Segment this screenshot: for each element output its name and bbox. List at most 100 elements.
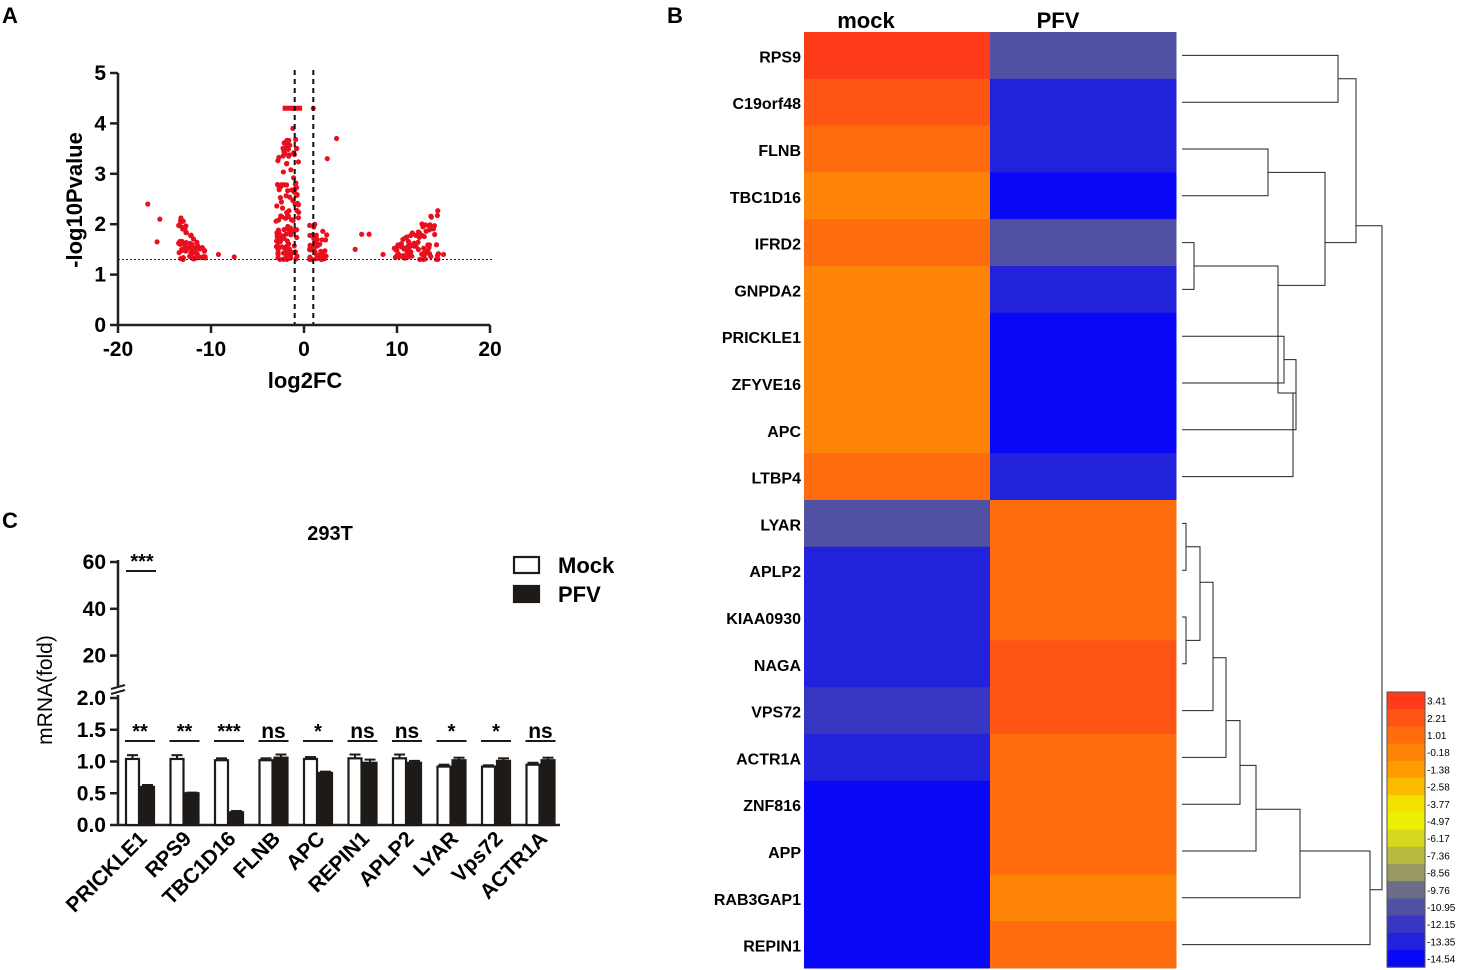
bar-y-tick-label: 0.0 xyxy=(77,814,106,837)
heatmap-row-label: C19orf48 xyxy=(733,96,802,113)
dendrogram-branch xyxy=(1182,359,1297,431)
legend-swatch-pfv xyxy=(512,584,541,604)
bar-pfv xyxy=(317,771,334,827)
bar-mock xyxy=(436,765,452,827)
volcano-point xyxy=(399,244,405,250)
volcano-point xyxy=(189,245,195,251)
volcano-point xyxy=(434,212,440,219)
heatmap-row-label: ZFYVE16 xyxy=(732,377,801,394)
volcano-point xyxy=(366,231,372,237)
volcano-point xyxy=(435,208,441,214)
dendrogram-branch xyxy=(1182,522,1187,571)
dendrogram-branch xyxy=(1182,581,1214,712)
volcano-point xyxy=(215,251,222,258)
heatmap-row-label: IFRD2 xyxy=(755,237,801,254)
heatmap-cell xyxy=(990,32,1177,80)
heatmap-cell xyxy=(804,827,991,875)
volcano-point xyxy=(195,244,201,250)
volcano-point xyxy=(415,239,421,245)
volcano-point xyxy=(274,243,281,249)
volcano-point xyxy=(279,244,285,250)
legend-color-swatch xyxy=(1387,881,1425,899)
dendrogram-branch xyxy=(1325,78,1357,244)
heatmap-row-label: PRICKLE1 xyxy=(722,330,801,347)
volcano-axes: 0 1 2 3 4 5 -20 -10 0 10 20 xyxy=(94,62,501,361)
volcano-x-axis-label: log2FC xyxy=(268,368,343,393)
volcano-point xyxy=(324,232,330,238)
volcano-x-tick-label: -10 xyxy=(196,338,226,361)
volcano-point xyxy=(231,254,237,260)
heatmap-cell xyxy=(804,266,991,314)
legend-value-label: -8.56 xyxy=(1427,869,1450,880)
volcano-point xyxy=(197,254,204,261)
heatmap-cell xyxy=(804,734,991,782)
volcano-point xyxy=(283,245,289,251)
heatmap-cell xyxy=(804,453,991,501)
bar-category-label: PRICKLE1 xyxy=(62,827,152,917)
legend-color-swatch xyxy=(1387,726,1425,744)
volcano-point xyxy=(288,232,294,238)
volcano-point xyxy=(176,222,182,229)
volcano-point xyxy=(287,251,293,257)
heatmap-cell xyxy=(990,266,1177,314)
volcano-point xyxy=(280,145,286,151)
bar-mock xyxy=(258,759,274,827)
legend-value-label: -12.15 xyxy=(1427,920,1456,931)
bar-mock xyxy=(391,757,408,827)
volcano-point xyxy=(428,214,435,220)
heatmap-cell xyxy=(990,593,1177,641)
bar-y-tick-label: 2.0 xyxy=(77,687,106,710)
dendrogram-branch xyxy=(1356,225,1383,891)
heatmap-cell xyxy=(804,219,991,267)
heatmap-row-label: RAB3GAP1 xyxy=(714,892,801,909)
bar-y-tick-label: 20 xyxy=(83,645,106,668)
volcano-point xyxy=(380,251,386,258)
volcano-point xyxy=(278,184,284,190)
heatmap-row-label: LYAR xyxy=(760,517,801,534)
volcano-point xyxy=(295,215,302,221)
heatmap-row-label: APC xyxy=(767,424,801,441)
legend-value-label: 3.41 xyxy=(1427,697,1447,708)
dendrogram-branch xyxy=(1182,657,1227,758)
volcano-point xyxy=(177,241,183,247)
heatmap-cell xyxy=(990,780,1177,829)
volcano-x-tick-label: 0 xyxy=(298,338,310,361)
volcano-points xyxy=(145,105,447,263)
volcano-point xyxy=(307,256,313,262)
dendrogram-branch xyxy=(1182,808,1301,899)
volcano-point xyxy=(428,253,434,260)
panel-b-heatmap: B RPS9 C19orf48 FLNB TBC1D16 IFRD2 GNPDA2 PRIC… xyxy=(667,3,1456,969)
bar-mock xyxy=(480,765,497,827)
volcano-point xyxy=(394,244,400,251)
volcano-point xyxy=(154,239,160,245)
volcano-point xyxy=(288,167,294,173)
volcano-point xyxy=(284,214,290,221)
volcano-point xyxy=(307,242,313,248)
volcano-point xyxy=(287,142,293,148)
volcano-point xyxy=(277,195,283,201)
volcano-point xyxy=(397,253,403,259)
legend-value-label: -10.95 xyxy=(1427,903,1456,914)
heatmap-cell xyxy=(804,359,991,407)
volcano-y-axis-label: -log10Pvalue xyxy=(62,132,87,268)
volcano-point xyxy=(293,146,300,152)
heatmap-cell xyxy=(804,32,991,80)
volcano-point xyxy=(434,252,441,258)
volcano-point xyxy=(423,250,430,256)
volcano-point xyxy=(190,236,197,242)
volcano-x-tick-label: 10 xyxy=(385,338,408,361)
legend-value-label: -2.58 xyxy=(1427,783,1450,794)
volcano-point xyxy=(194,239,200,245)
volcano-point xyxy=(359,231,365,237)
legend-value-label: -14.54 xyxy=(1427,955,1456,966)
heatmap-cell xyxy=(990,453,1177,501)
bar-pfv xyxy=(273,756,289,827)
panel-a-volcano-plot: A 0 1 2 3 4 5 -20 -10 0 10 20 log2FC -log10Pvalue xyxy=(2,3,502,393)
heatmap-cell xyxy=(990,172,1177,220)
heatmap-row-label: FLNB xyxy=(758,143,801,160)
heatmap-row-label: KIAA0930 xyxy=(726,611,801,628)
legend-color-swatch xyxy=(1387,846,1425,865)
volcano-point xyxy=(201,248,207,254)
bar-mock xyxy=(124,757,141,827)
volcano-point xyxy=(183,239,189,246)
